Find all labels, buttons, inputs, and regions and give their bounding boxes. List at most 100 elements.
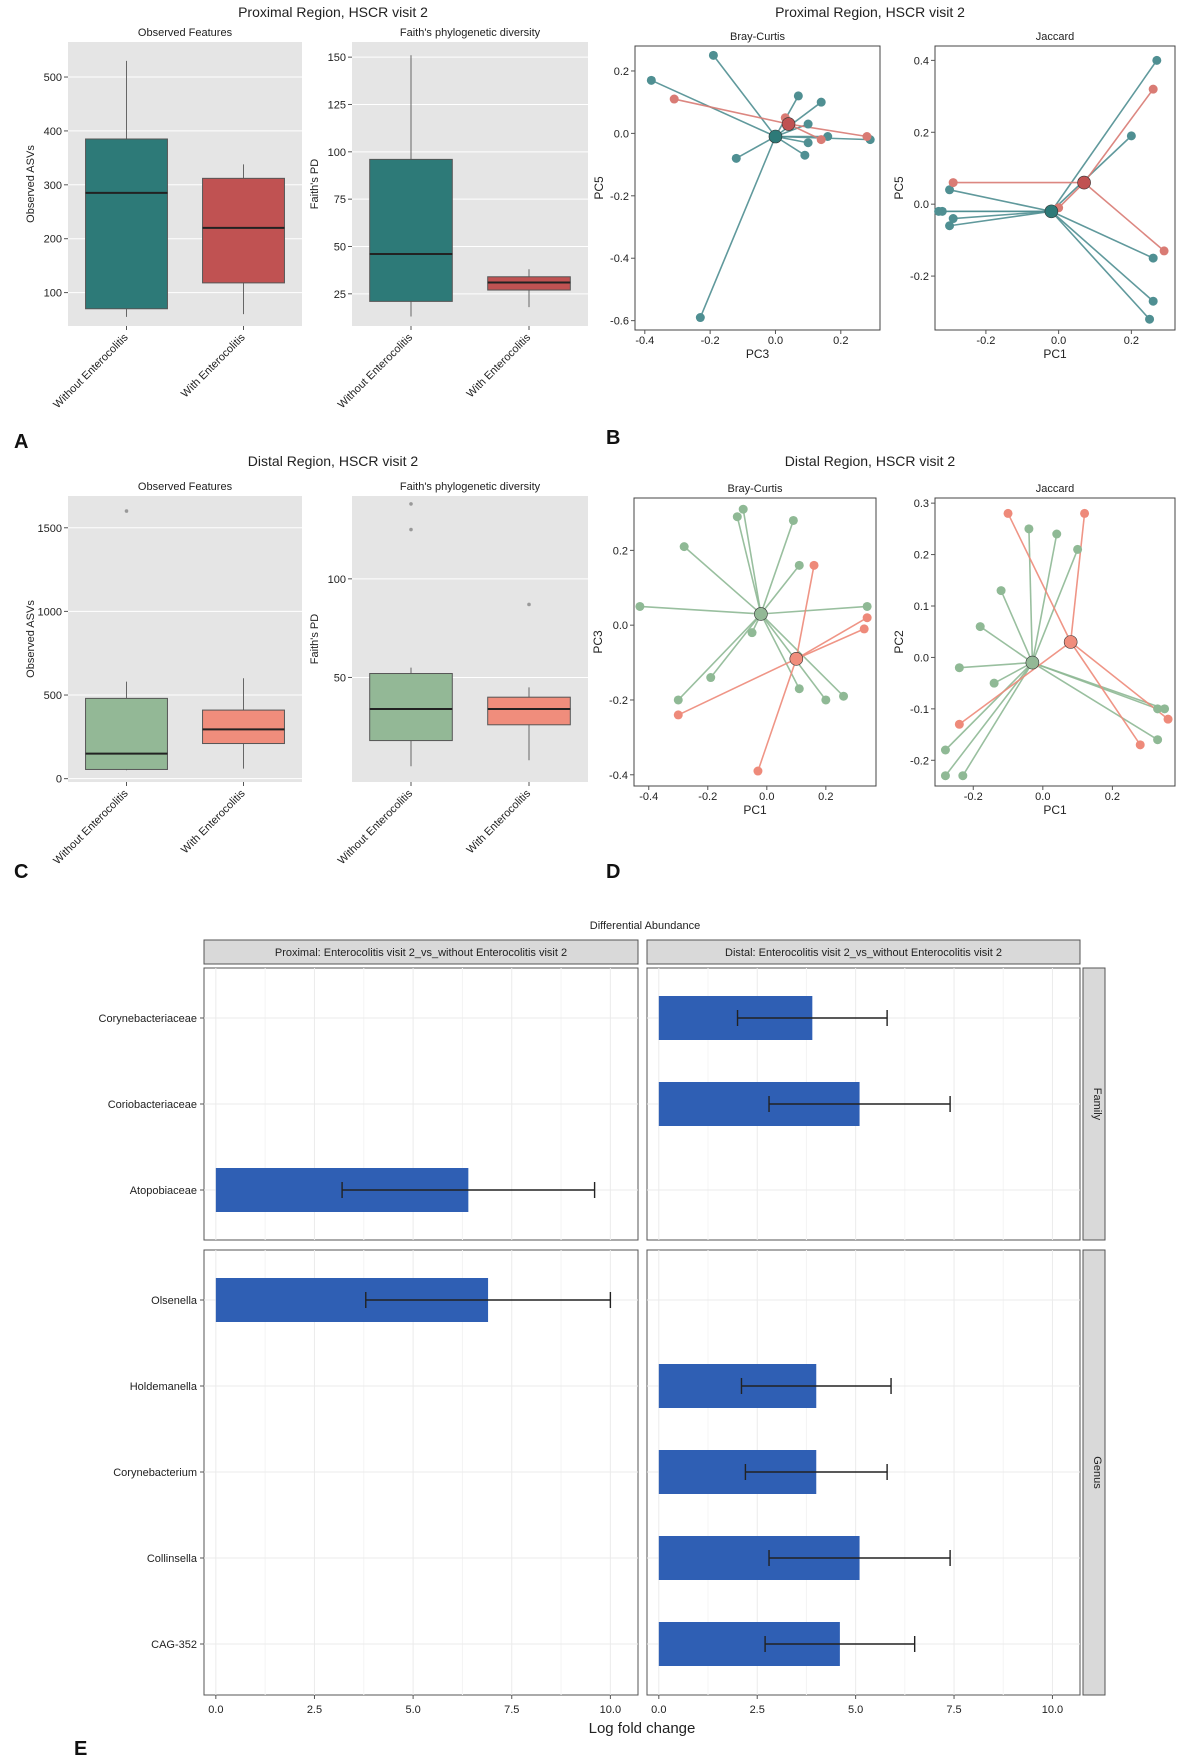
panel-d-jaccard-segment	[979, 625, 1033, 664]
panel-c-faith-outlier	[527, 602, 531, 607]
panel-b-jaccard-point	[1148, 253, 1158, 263]
panel-letter-c: C	[14, 861, 28, 883]
panel-e-xtick-label: 7.5	[504, 1704, 519, 1716]
panel-c-faith-box	[487, 696, 571, 726]
panel-d-bray-ytick-label: 0.2	[613, 545, 628, 557]
panel-b-jaccard-point	[1148, 84, 1158, 94]
panel-b-bray-ytick-label: 0.2	[614, 66, 629, 78]
panel-c-title: Distal Region, HSCR visit 2	[248, 453, 419, 469]
panel-d-jaccard-segment	[1069, 641, 1141, 746]
panel-e-xtick-label: 5.0	[405, 1704, 420, 1716]
panel-b-jaccard-ylabel: PC5	[892, 176, 906, 200]
panel-a-faith-xtick-label: With Enterocolitis	[465, 331, 534, 400]
panel-d-bray-point	[673, 695, 683, 705]
panel-d-jaccard-point	[1135, 740, 1145, 750]
panel-b-bray-segment	[699, 136, 777, 318]
panel-d-jaccard-point	[975, 622, 985, 632]
panel-a-observed-ytick-label: 500	[44, 72, 62, 84]
panel-d-bray-point	[635, 601, 645, 611]
panel-c-faith-outlier	[409, 527, 413, 532]
panel-d-bray-segment	[757, 658, 798, 772]
panel-a-observed-ytick-label: 300	[44, 180, 62, 192]
panel-d-jaccard-ytick-label: 0.0	[914, 652, 929, 664]
panel-b-bray-point	[816, 97, 826, 107]
panel-c-observed-xtick-label: With Enterocolitis	[179, 787, 248, 856]
panel-e-xtick-label: 10.0	[1042, 1704, 1063, 1716]
panel-d-jaccard-segment	[962, 662, 1034, 777]
panel-b-jaccard-point	[934, 206, 944, 216]
panel-e-row-strip	[1082, 967, 1106, 1241]
panel-a-observed-subtitle: Observed Features	[138, 27, 233, 39]
panel-d-bray-segment	[795, 628, 865, 660]
panel-d-bray-point	[747, 628, 757, 638]
panel-d-bray-segment	[639, 605, 761, 615]
panel-b-jaccard-xtick-label: 0.0	[1051, 335, 1066, 347]
panel-d-bray-segment	[795, 616, 868, 660]
panel-a-faith-ytick-label: 75	[334, 194, 346, 206]
panel-b-bray-point	[862, 132, 872, 142]
panel-b-jaccard-ytick-label: -0.2	[910, 271, 929, 283]
panel-d-jaccard-segment	[944, 662, 1033, 751]
panel-b-bray-point	[731, 153, 741, 163]
panel-b-bray-ytick-label: -0.6	[610, 316, 629, 328]
panel-b-bray-xtick-label: -0.4	[635, 335, 654, 347]
panel-d-jaccard-centroid	[1063, 635, 1078, 649]
panel-d-jaccard-subtitle: Jaccard	[1036, 483, 1075, 495]
panel-d-jaccard-segment	[1031, 533, 1058, 663]
panel-b-jaccard-xtick-label: -0.2	[976, 335, 995, 347]
panel-d-jaccard-point	[1073, 544, 1083, 554]
panel-e-category-label: Holdemanella	[130, 1381, 198, 1393]
panel-c-observed-ylabel: Observed ASVs	[25, 600, 37, 678]
panel-d-jaccard-point	[1153, 735, 1163, 745]
panel-e-xlabel: Log fold change	[589, 1720, 696, 1737]
panel-e-xtick-label: 2.5	[307, 1704, 322, 1716]
panel-d-jaccard-segment	[1031, 549, 1079, 663]
panel-d-bray-point	[794, 684, 804, 694]
panel-b-bray-point	[646, 75, 656, 85]
panel-d-bray-ylabel: PC3	[591, 630, 605, 654]
panel-e-row-label: Family	[1091, 1088, 1103, 1121]
panel-d-bray-point	[753, 766, 763, 776]
panel-b-jaccard-ytick-label: 0.0	[914, 199, 929, 211]
panel-a-faith-ytick-label: 150	[328, 52, 346, 64]
panel-c-faith-xtick-label: With Enterocolitis	[465, 787, 534, 856]
panel-b-bray-point	[803, 119, 813, 129]
panel-b-bray-point	[816, 135, 826, 145]
panel-d-jaccard-ytick-label: 0.1	[914, 601, 929, 613]
panel-d-jaccard-point	[1153, 704, 1163, 714]
panel-b-bray-xtick-label: 0.2	[833, 335, 848, 347]
panel-e-category-label: Coriobacteriaceae	[108, 1099, 197, 1111]
panel-d-jaccard-point	[1003, 508, 1013, 518]
panel-d-bray-ytick-label: -0.2	[609, 695, 628, 707]
panel-b-bray-ytick-label: 0.0	[614, 128, 629, 140]
panel-d-jaccard-segment	[959, 661, 1033, 669]
panel-d-bray-point	[859, 624, 869, 634]
panel-a-observed-xtick-label: With Enterocolitis	[179, 331, 248, 400]
panel-b-jaccard-xtick-label: 0.2	[1124, 335, 1139, 347]
panel-e-category-label: CAG-352	[151, 1639, 197, 1651]
panel-b-jaccard-segment	[1083, 88, 1154, 184]
panel-b-bray-centroid	[768, 129, 783, 144]
panel-e-xtick-label: 5.0	[848, 1704, 863, 1716]
panel-d-bray-segment	[760, 564, 800, 615]
panel-b-jaccard-segment	[953, 210, 1052, 220]
panel-d-jaccard-point	[989, 678, 999, 688]
panel-a-faith-ylabel: Faith's PD	[309, 159, 321, 209]
panel-d-jaccard-segment	[1028, 528, 1034, 663]
panel-c-observed-subtitle: Observed Features	[138, 481, 233, 493]
panel-e-xtick-label: 0.0	[208, 1704, 223, 1716]
panel-b-bray-xtick-label: 0.0	[768, 335, 783, 347]
panel-d-jaccard-point	[958, 771, 968, 781]
panel-d-bray-point	[821, 695, 831, 705]
panel-b-bray-ylabel: PC5	[592, 176, 606, 200]
panel-c-observed-ytick-label: 500	[44, 690, 62, 702]
panel-b-bray-point	[669, 94, 679, 104]
panel-d-bray-subtitle: Bray-Curtis	[727, 483, 783, 495]
panel-a-observed-ytick-label: 100	[44, 288, 62, 300]
panel-c-faith-subtitle: Faith's phylogenetic diversity	[400, 481, 541, 493]
panel-d-bray-segment	[795, 565, 815, 659]
panel-d-bray-point	[788, 515, 798, 525]
panel-d-jaccard-ytick-label: -0.1	[910, 704, 929, 716]
panel-a-observed-ytick-label: 200	[44, 234, 62, 246]
